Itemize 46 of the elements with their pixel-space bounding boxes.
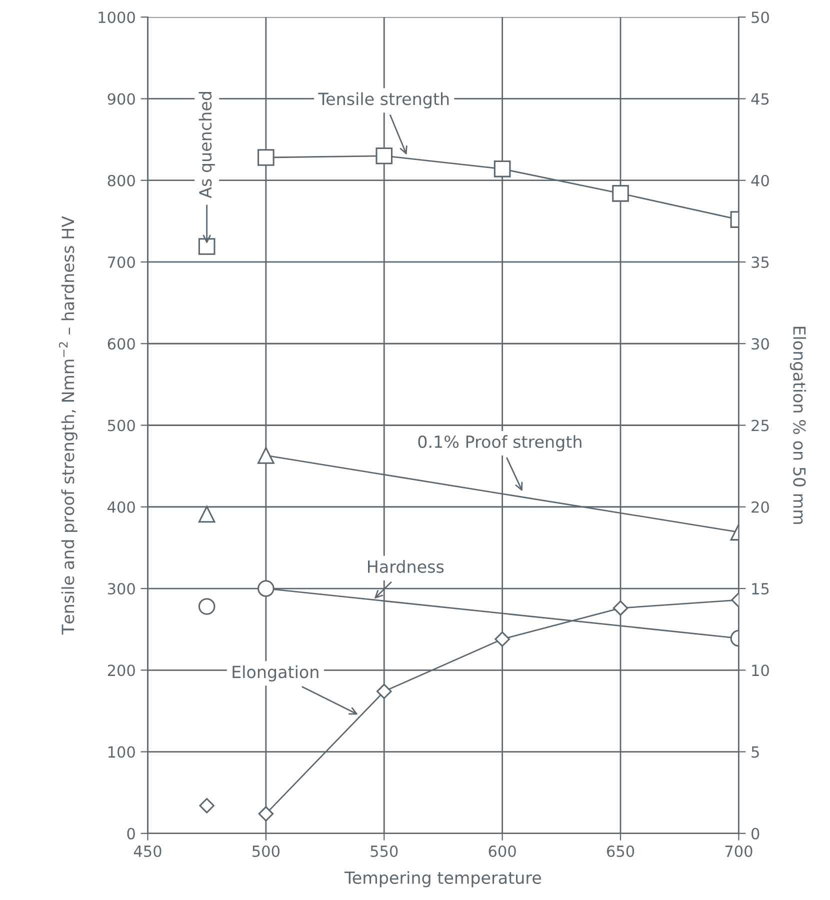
y-tick-label: 400 (108, 501, 135, 513)
y-tick-label: 500 (108, 420, 135, 432)
y2-tick-label: 0 (752, 828, 760, 840)
point (376, 684, 392, 700)
x-tick-label: 550 (370, 845, 398, 858)
y-tick-label: 600 (108, 338, 135, 350)
annotation: 0.1% Proof strength (418, 435, 582, 452)
point (198, 506, 216, 523)
y2-tick-label: 45 (751, 93, 769, 105)
y-tick-label: 1000 (98, 12, 135, 24)
annotation: Tensile strength (318, 92, 449, 108)
y-tick-label: 200 (108, 664, 135, 676)
y-axis-title: Tensile and proof strength, Nmm$^{−2}$ – hardness HV (58, 216, 78, 635)
y2-tick-label: 20 (752, 501, 769, 513)
y2-tick-label: 30 (752, 338, 769, 350)
annotation: Elongation (232, 665, 318, 682)
point (258, 149, 274, 166)
y2-axis-title: Elongation % on 50 mm (790, 326, 806, 524)
y2-tick-label: 15 (752, 583, 769, 595)
y-tick-label: 700 (108, 256, 135, 268)
x-axis-title: Tempering temperature (344, 871, 542, 888)
y-tick-label: 300 (108, 582, 135, 595)
annotation: As quenched (198, 92, 215, 198)
y-tick-label: 100 (108, 746, 135, 758)
x-tick-label: 600 (488, 845, 516, 858)
point (612, 600, 628, 616)
y-tick-label: 800 (108, 174, 135, 186)
y2-tick-label: 10 (752, 664, 769, 676)
point (258, 806, 274, 822)
y-tick-label: 0 (127, 828, 135, 840)
y2-tick-label: 50 (752, 12, 769, 24)
annotation: Hardness (368, 560, 444, 573)
y2-tick-label: 25 (752, 420, 769, 432)
point (494, 631, 510, 647)
point (376, 147, 393, 164)
point (199, 798, 214, 814)
y2-tick-label: 5 (752, 746, 759, 758)
x-tick-label: 700 (725, 845, 752, 858)
point (198, 598, 216, 615)
x-tick-label: 650 (606, 845, 634, 858)
x-tick-label: 500 (252, 845, 280, 858)
point (198, 238, 216, 255)
y2-tick-label: 35 (752, 256, 769, 268)
y-tick-label: 900 (108, 93, 135, 105)
y2-tick-label: 40 (751, 174, 769, 186)
x-tick-label: 450 (134, 845, 162, 858)
